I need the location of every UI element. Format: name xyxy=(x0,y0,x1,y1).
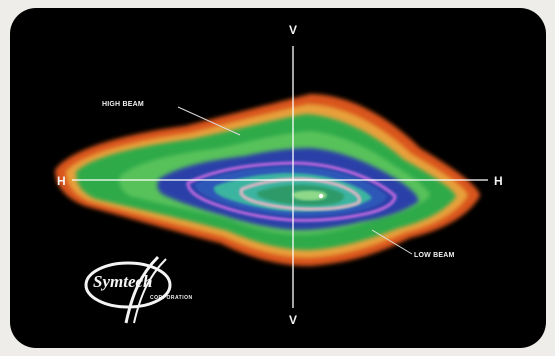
high-beam-label: HIGH BEAM xyxy=(102,101,144,108)
logo-subtitle: CORPORATION xyxy=(150,295,193,301)
high-beam-leader xyxy=(177,106,241,136)
beam-pattern-panel: V V H H HIGH BEAM LOW BEAM xyxy=(10,8,546,348)
horizontal-axis-label-left: H xyxy=(57,174,66,188)
logo-wordmark: Symtech xyxy=(93,272,153,291)
low-beam-label: LOW BEAM xyxy=(414,252,455,259)
low-beam-leader xyxy=(371,229,413,255)
beam-contour-purple xyxy=(186,161,397,222)
beam-contour-pink xyxy=(239,177,362,211)
center-point xyxy=(318,193,324,199)
beam-hotspot-core xyxy=(292,190,327,201)
symtech-logo-icon xyxy=(84,255,172,324)
vertical-axis-label-top: V xyxy=(289,23,298,37)
vertical-axis-label-bottom: V xyxy=(289,313,298,327)
beam-pattern-graphic xyxy=(55,46,488,308)
horizontal-axis-label-right: H xyxy=(494,174,503,188)
